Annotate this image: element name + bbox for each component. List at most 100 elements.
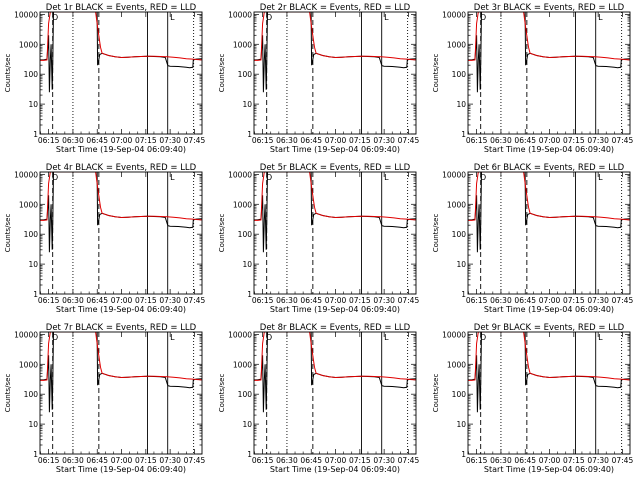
x-tick-label: 07:30 bbox=[587, 136, 609, 145]
y-tick-label: 10000 bbox=[228, 170, 252, 179]
x-tick-label: 07:00 bbox=[325, 136, 347, 145]
corner-marker-label: L bbox=[170, 333, 175, 342]
x-axis-label: Start Time (19-Sep-04 06:09:40) bbox=[56, 305, 186, 314]
x-tick-label: 06:15 bbox=[38, 296, 60, 305]
x-axis-label: Start Time (19-Sep-04 06:09:40) bbox=[484, 305, 614, 314]
x-tick-label: 07:15 bbox=[135, 296, 157, 305]
y-tick-label: 1 bbox=[461, 450, 466, 459]
y-tick-label: 10 bbox=[456, 420, 466, 429]
x-tick-label: 06:30 bbox=[62, 296, 84, 305]
x-tick-label: 06:15 bbox=[252, 296, 274, 305]
y-tick-label: 1000 bbox=[233, 360, 252, 369]
x-tick-label: 06:45 bbox=[514, 136, 536, 145]
x-tick-label: 07:45 bbox=[184, 136, 206, 145]
panel-title: Det 8r BLACK = Events, RED = LLD bbox=[260, 323, 411, 333]
corner-marker-label: L bbox=[598, 333, 603, 342]
y-tick-label: 1000 bbox=[447, 200, 466, 209]
panel-title: Det 5r BLACK = Events, RED = LLD bbox=[260, 163, 411, 173]
plot-frame bbox=[39, 11, 203, 135]
x-tick-label: 07:15 bbox=[563, 296, 585, 305]
x-tick-label: 06:15 bbox=[252, 456, 274, 465]
series-line-lld bbox=[40, 332, 202, 381]
y-tick-label: 1000 bbox=[233, 200, 252, 209]
y-tick-label: 100 bbox=[452, 390, 467, 399]
x-tick-label: 07:30 bbox=[373, 296, 395, 305]
x-tick-label: 06:15 bbox=[38, 456, 60, 465]
y-tick-label: 10 bbox=[456, 100, 466, 109]
y-tick-label: 10000 bbox=[14, 10, 38, 19]
plot-frame bbox=[39, 171, 203, 295]
panel-title: Det 6r BLACK = Events, RED = LLD bbox=[474, 163, 625, 173]
series-line-lld bbox=[40, 172, 202, 221]
x-tick-label: 06:45 bbox=[86, 136, 108, 145]
panel-det-2: Det 2r BLACK = Events, RED = LLD 1 10 100 10… bbox=[218, 3, 419, 154]
x-tick-label: 07:00 bbox=[539, 136, 561, 145]
y-axis-label: Counts/sec bbox=[4, 214, 12, 253]
x-tick-label: 07:15 bbox=[563, 456, 585, 465]
y-tick-label: 10000 bbox=[442, 170, 466, 179]
corner-marker-label: O bbox=[480, 173, 486, 182]
plot-frame bbox=[467, 171, 631, 295]
y-axis-label: Counts/sec bbox=[4, 54, 12, 93]
plot-frame bbox=[253, 171, 417, 295]
x-axis-label: Start Time (19-Sep-04 06:09:40) bbox=[56, 465, 186, 474]
y-tick-label: 100 bbox=[24, 230, 39, 239]
x-tick-label: 07:45 bbox=[398, 296, 420, 305]
y-axis-label: Counts/sec bbox=[432, 214, 440, 253]
x-tick-label: 07:45 bbox=[612, 296, 634, 305]
x-tick-label: 07:00 bbox=[325, 456, 347, 465]
corner-marker-label: L bbox=[170, 13, 175, 22]
x-axis-label: Start Time (19-Sep-04 06:09:40) bbox=[270, 305, 400, 314]
x-tick-label: 06:30 bbox=[276, 296, 298, 305]
x-tick-label: 07:00 bbox=[111, 456, 133, 465]
plot-frame bbox=[253, 331, 417, 455]
series-line-lld bbox=[254, 12, 416, 61]
x-tick-label: 06:45 bbox=[300, 136, 322, 145]
x-tick-label: 06:30 bbox=[490, 296, 512, 305]
y-tick-label: 10000 bbox=[14, 170, 38, 179]
x-tick-label: 07:15 bbox=[135, 136, 157, 145]
panel-det-1: Det 1r BLACK = Events, RED = LLD 1 10 100 10… bbox=[4, 3, 205, 154]
panel-det-3: Det 3r BLACK = Events, RED = LLD 1 10 100 10… bbox=[432, 3, 633, 154]
x-tick-label: 07:45 bbox=[184, 296, 206, 305]
corner-marker-label: O bbox=[52, 13, 58, 22]
y-tick-label: 10 bbox=[242, 420, 252, 429]
panel-title: Det 9r BLACK = Events, RED = LLD bbox=[474, 323, 625, 333]
x-tick-label: 07:00 bbox=[539, 296, 561, 305]
x-tick-label: 07:45 bbox=[612, 456, 634, 465]
panel-det-8: Det 8r BLACK = Events, RED = LLD 1 10 100 10… bbox=[218, 323, 419, 474]
y-tick-label: 1 bbox=[247, 450, 252, 459]
y-tick-label: 1000 bbox=[19, 40, 38, 49]
series-line-events bbox=[254, 172, 416, 253]
x-tick-label: 06:30 bbox=[276, 136, 298, 145]
corner-marker-label: L bbox=[384, 13, 389, 22]
y-tick-label: 10000 bbox=[442, 10, 466, 19]
series-line-lld bbox=[468, 12, 630, 61]
x-tick-label: 07:30 bbox=[587, 456, 609, 465]
y-tick-label: 10 bbox=[28, 420, 38, 429]
x-tick-label: 06:30 bbox=[62, 456, 84, 465]
corner-marker-label: O bbox=[266, 333, 272, 342]
panel-det-5: Det 5r BLACK = Events, RED = LLD 1 10 100 10… bbox=[218, 163, 419, 314]
x-axis-label: Start Time (19-Sep-04 06:09:40) bbox=[56, 145, 186, 154]
panels-layer: Det 1r BLACK = Events, RED = LLD11010010… bbox=[4, 3, 633, 474]
x-tick-label: 07:45 bbox=[612, 136, 634, 145]
y-tick-label: 1 bbox=[33, 450, 38, 459]
x-tick-label: 06:45 bbox=[300, 296, 322, 305]
y-tick-label: 10000 bbox=[14, 330, 38, 339]
series-line-events bbox=[468, 172, 630, 253]
y-tick-label: 10 bbox=[28, 100, 38, 109]
y-tick-label: 10 bbox=[456, 260, 466, 269]
panel-title: Det 4r BLACK = Events, RED = LLD bbox=[46, 163, 197, 173]
series-line-lld bbox=[254, 332, 416, 381]
y-axis-label: Counts/sec bbox=[218, 54, 226, 93]
panel-det-9: Det 9r BLACK = Events, RED = LLD 1 10 100 10… bbox=[432, 323, 633, 474]
x-tick-label: 07:15 bbox=[349, 136, 371, 145]
plot-frame bbox=[253, 11, 417, 135]
series-line-lld bbox=[254, 172, 416, 221]
panel-det-4: Det 4r BLACK = Events, RED = LLD 1 10 100 10… bbox=[4, 163, 205, 314]
y-tick-label: 10 bbox=[242, 100, 252, 109]
y-tick-label: 100 bbox=[24, 390, 39, 399]
x-tick-label: 06:45 bbox=[86, 456, 108, 465]
x-axis-label: Start Time (19-Sep-04 06:09:40) bbox=[270, 145, 400, 154]
